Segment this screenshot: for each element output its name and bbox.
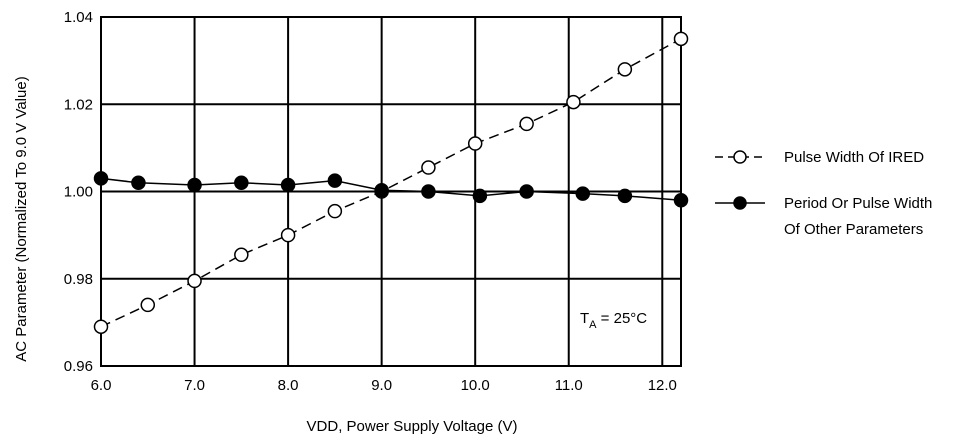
data-point — [421, 160, 436, 175]
x-axis-title: VDD, Power Supply Voltage (V) — [307, 418, 518, 435]
legend: Pulse Width Of IRED Period Or Pulse Widt… — [715, 149, 932, 238]
data-point — [327, 173, 343, 188]
temperature-annotation: TA = 25°C — [580, 310, 647, 331]
legend-marker-filled-circle — [733, 196, 747, 210]
series-period — [93, 171, 689, 208]
series-line — [100, 177, 682, 201]
x-tick-label: 9.0 — [371, 377, 392, 394]
annotation-subscript: A — [589, 319, 597, 331]
y-tick-label: 1.04 — [64, 9, 93, 26]
legend-label-period-line1: Period Or Pulse Width — [784, 195, 932, 212]
data-point — [93, 319, 109, 334]
data-point — [575, 186, 591, 201]
x-tick-label: 7.0 — [184, 377, 205, 394]
plot-frame — [100, 16, 682, 367]
data-point — [131, 175, 146, 191]
x-tick-label: 12.0 — [648, 377, 677, 394]
data-point — [327, 203, 343, 219]
data-point — [617, 62, 633, 77]
legend-label-period-line2: Of Other Parameters — [784, 221, 923, 238]
data-point — [234, 175, 249, 191]
x-tick-label: 10.0 — [461, 377, 490, 394]
grid — [101, 17, 681, 366]
data-point — [280, 177, 296, 193]
data-point — [472, 188, 488, 204]
data-point — [519, 184, 534, 199]
annotation-text: = 25°C — [597, 310, 648, 327]
data-point — [187, 177, 202, 193]
x-tick-label: 11.0 — [555, 377, 583, 394]
y-axis-title: AC Parameter (Normalized To 9.0 V Value) — [13, 76, 30, 361]
data-point — [566, 94, 581, 110]
data-point — [234, 247, 249, 263]
y-tick-label: 0.96 — [64, 358, 93, 375]
data-point — [673, 192, 689, 208]
data-point — [280, 227, 296, 243]
data-point — [617, 188, 633, 204]
data-point — [140, 297, 156, 313]
data-point — [519, 116, 534, 132]
x-tick-label: 6.0 — [91, 377, 112, 394]
data-point — [187, 273, 202, 289]
data-point — [673, 31, 689, 47]
data-point — [467, 136, 483, 151]
data-point — [421, 184, 436, 199]
legend-marker-open-circle — [733, 150, 747, 164]
data-point — [374, 182, 389, 198]
tick-labels: 6.0 7.0 8.0 9.0 10.0 11.0 12.0 0.96 0.98 1.00 1.02… — [64, 9, 677, 394]
x-tick-label: 8.0 — [278, 377, 299, 394]
annotation-base: T — [580, 310, 589, 327]
y-tick-label: 1.02 — [64, 96, 93, 113]
y-tick-label: 1.00 — [64, 184, 93, 201]
y-tick-label: 0.98 — [64, 271, 93, 288]
data-point — [93, 171, 109, 186]
legend-label-pulse-width: Pulse Width Of IRED — [784, 149, 924, 166]
series-pulse-width — [93, 31, 689, 334]
series-layer — [93, 31, 689, 334]
